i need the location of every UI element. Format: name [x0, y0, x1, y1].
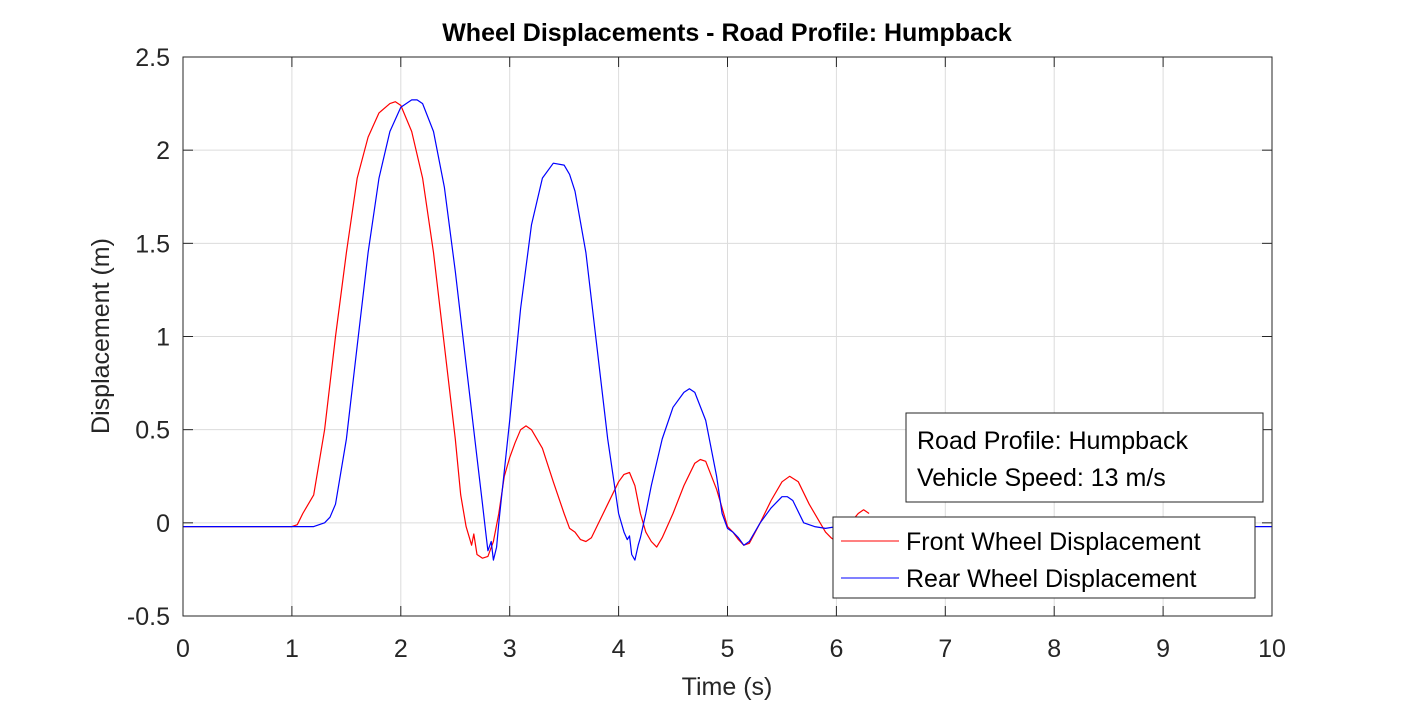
annotation-frame: [905, 412, 1264, 503]
x-axis-label: Time (s): [682, 673, 773, 701]
x-tick-labels: 0 1 2 3 4 5 6 7 8 9 10: [176, 635, 1286, 663]
legend-label-front-wheel: Front Wheel Displacement: [906, 528, 1201, 556]
annotation-line-vehicle-speed: Vehicle Speed: 13 m/s: [917, 464, 1166, 492]
x-tick-label: 9: [1156, 635, 1170, 663]
y-axis-label: Displacement (m): [87, 238, 115, 434]
x-tick-label: 5: [721, 635, 735, 663]
legend-label-rear-wheel: Rear Wheel Displacement: [906, 565, 1196, 593]
legend-frame: [832, 516, 1256, 599]
y-tick-label: 1.5: [135, 230, 170, 258]
x-tick-label: 6: [829, 635, 843, 663]
x-tick-label: 10: [1258, 635, 1286, 663]
x-tick-label: 2: [394, 635, 408, 663]
y-tick-label: 2.5: [135, 44, 170, 72]
annotation-line-road-profile: Road Profile: Humpback: [917, 427, 1188, 455]
x-tick-label: 3: [503, 635, 517, 663]
x-tick-label: 7: [938, 635, 952, 663]
y-tick-label: 0.5: [135, 417, 170, 445]
y-tick-label: 2: [156, 137, 170, 165]
x-tick-label: 0: [176, 635, 190, 663]
legend: Front Wheel Displacement Rear Wheel Disp…: [832, 516, 1256, 599]
y-tick-label: -0.5: [127, 603, 170, 631]
annotation-box: Road Profile: Humpback Vehicle Speed: 13…: [905, 412, 1264, 503]
axis-ticks: [182, 56, 1273, 617]
y-tick-label: 1: [156, 324, 170, 352]
y-tick-label: 0: [156, 510, 170, 538]
chart-title: Wheel Displacements - Road Profile: Hump…: [442, 19, 1012, 47]
series-line-rear-wheel: [183, 99, 1272, 561]
x-tick-label: 8: [1047, 635, 1061, 663]
series-layer: [183, 99, 1272, 561]
x-tick-label: 1: [285, 635, 299, 663]
y-tick-labels: -0.5 0 0.5 1 1.5 2 2.5: [127, 44, 170, 631]
x-tick-label: 4: [612, 635, 626, 663]
